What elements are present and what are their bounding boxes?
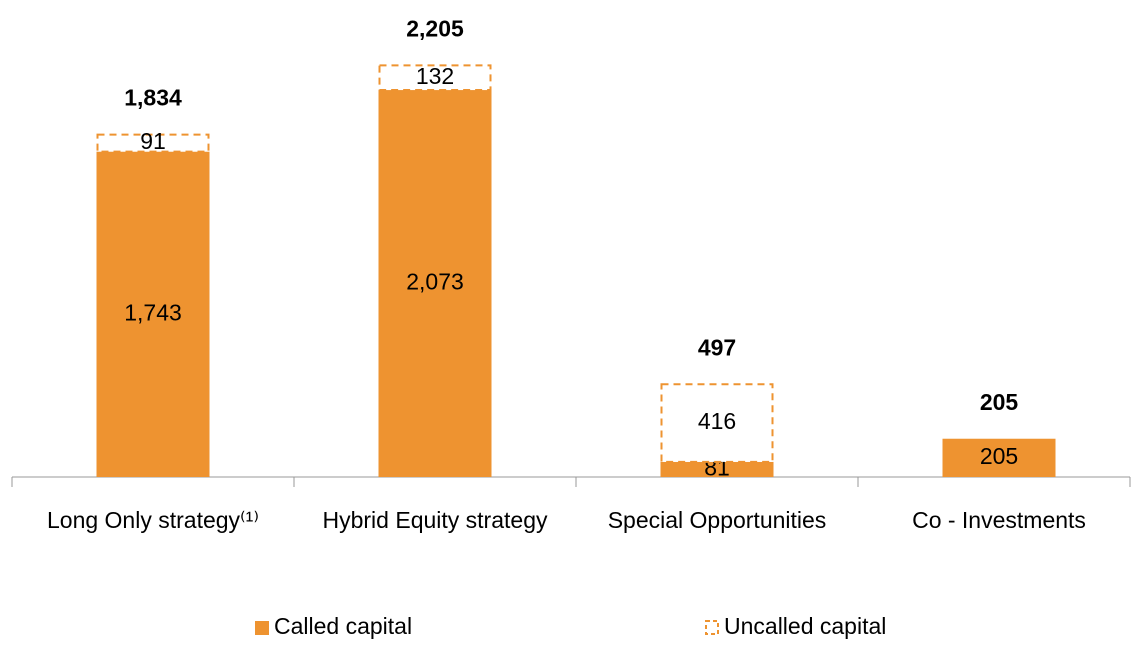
bar-segment (378, 90, 492, 477)
legend-swatch (255, 621, 269, 635)
total-label: 497 (698, 334, 736, 360)
value-label: 132 (416, 63, 454, 89)
bar-segment (942, 438, 1056, 477)
bar-segment (96, 151, 210, 477)
value-label: 2,073 (406, 269, 464, 295)
value-label: 416 (698, 408, 736, 434)
x-tick-label: Co - Investments (912, 507, 1086, 533)
bar-segment (96, 133, 210, 153)
total-label: 1,834 (124, 85, 182, 111)
x-tick-label: Special Opportunities (607, 507, 827, 533)
total-label: 2,205 (406, 15, 464, 41)
x-tick-label: Long Only strategy⁽¹⁾ (46, 507, 259, 533)
value-label: 205 (980, 443, 1018, 469)
value-label: 1,743 (124, 299, 182, 325)
total-label: 205 (980, 389, 1019, 415)
bar-segment (378, 64, 492, 92)
legend-label: Called capital (274, 613, 412, 639)
bar-segment (660, 383, 774, 463)
x-tick-label: Hybrid Equity strategy (322, 507, 548, 533)
value-label: 91 (140, 128, 166, 154)
bar-segment (660, 461, 774, 477)
legend-swatch (705, 620, 719, 635)
legend-label: Uncalled capital (724, 613, 886, 639)
